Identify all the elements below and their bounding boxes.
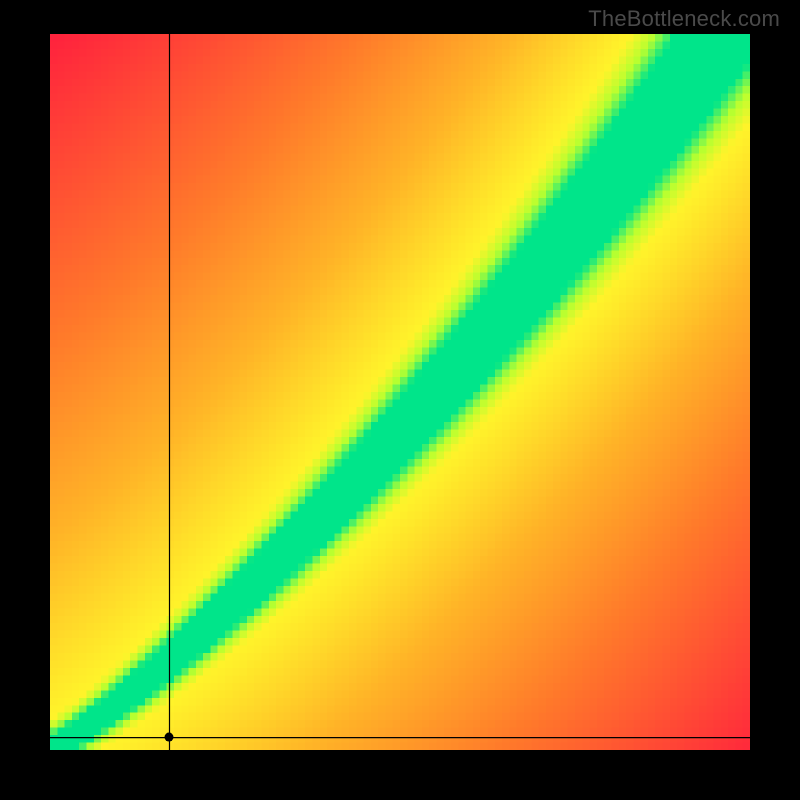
watermark-text: TheBottleneck.com	[588, 6, 780, 32]
bottleneck-heatmap	[50, 34, 750, 750]
heatmap-frame	[50, 34, 750, 750]
